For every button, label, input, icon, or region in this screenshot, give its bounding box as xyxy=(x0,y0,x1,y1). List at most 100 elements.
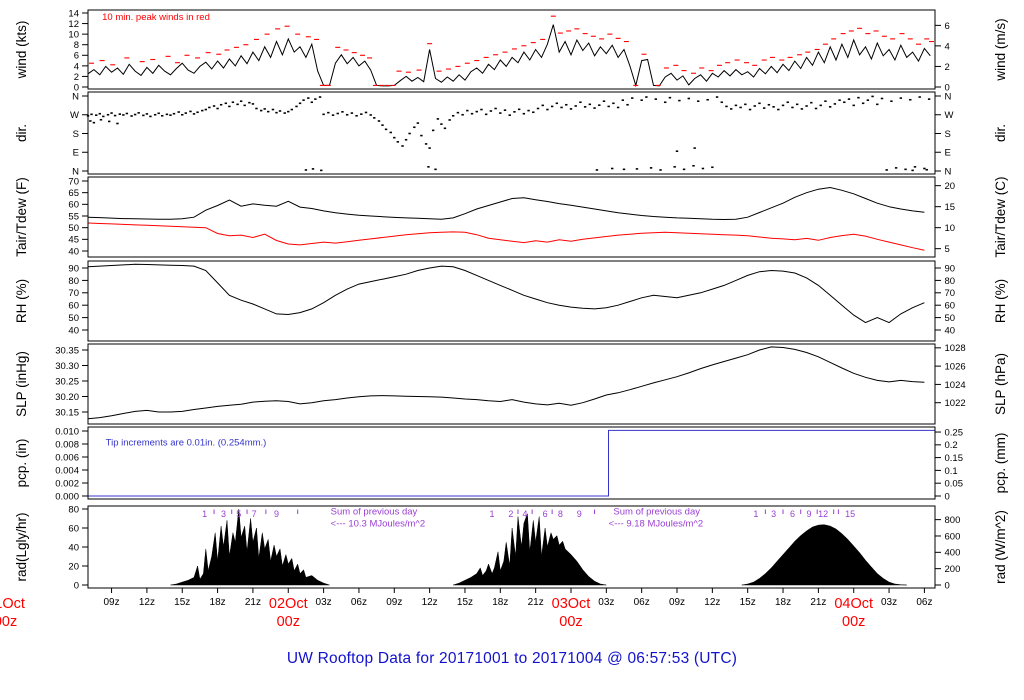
date-label: 00z xyxy=(277,614,300,630)
y-tick-label: 40 xyxy=(68,246,79,257)
y-tick-label: 5 xyxy=(945,244,950,255)
tdew-line xyxy=(87,222,925,251)
annotation-text: <--- 10.3 MJoules/m^2 xyxy=(331,519,425,530)
annotation-text: 10 min. peak winds in red xyxy=(102,12,210,23)
x-tick-label: 15z xyxy=(740,597,756,608)
y-tick-label: 60 xyxy=(68,301,79,312)
avg-wind-line xyxy=(87,24,931,88)
panel-frame xyxy=(87,91,936,175)
y-tick-label: 4 xyxy=(74,61,79,72)
x-tick-label: 03z xyxy=(316,597,332,608)
y-tick-label: 0 xyxy=(74,580,79,591)
y-tick-label: 65 xyxy=(68,188,79,199)
y-tick-label: 1024 xyxy=(945,380,966,391)
y-tick-label: 60 xyxy=(945,301,956,312)
y-tick-label: S xyxy=(945,129,951,140)
x-tick-label: 15z xyxy=(174,597,190,608)
wind-direction-points xyxy=(86,95,931,172)
y-tick-label: 0.004 xyxy=(55,465,79,476)
date-label: 03Oct xyxy=(552,596,591,612)
y-tick-label: 10 xyxy=(68,30,79,41)
axis-label-left: SLP (inHg) xyxy=(14,351,29,417)
date-label: 02Oct xyxy=(269,596,308,612)
x-tick-label: 21z xyxy=(528,597,544,608)
x-tick-label: 12z xyxy=(422,597,438,608)
panel-frame xyxy=(87,9,936,90)
y-tick-label: 8 xyxy=(74,40,79,51)
y-tick-label: 0.006 xyxy=(55,452,79,463)
peak-wind-dashes xyxy=(89,15,934,86)
x-tick-label: 03z xyxy=(881,597,897,608)
annotation-text: Tip increments are 0.01in. (0.254mm.) xyxy=(106,437,267,448)
y-tick-label: 80 xyxy=(68,276,79,287)
y-tick-label: 60 xyxy=(68,523,79,534)
axis-label-right: pcp. (mm) xyxy=(993,433,1008,494)
axis-label-left: RH (%) xyxy=(14,279,29,323)
x-axis: 09z 12z 15z 18z 21z 03z 06z 09z 12z 15z 18z 21z 03z 0… xyxy=(0,588,932,630)
y-tick-label: 55 xyxy=(68,211,79,222)
svg-text:9: 9 xyxy=(806,509,811,519)
y-tick-label: 0.010 xyxy=(55,426,79,437)
y-tick-label: 50 xyxy=(68,313,79,324)
svg-text:1: 1 xyxy=(202,509,207,519)
panel-frame xyxy=(87,260,936,342)
x-tick-label: 12z xyxy=(139,597,155,608)
rad-day2-fill xyxy=(453,513,607,586)
y-tick-label: E xyxy=(73,148,79,159)
y-tick-label: 40 xyxy=(68,325,79,336)
svg-text:3: 3 xyxy=(221,509,226,519)
y-tick-label: 0.008 xyxy=(55,439,79,450)
y-tick-label: 30.35 xyxy=(55,345,79,356)
x-tick-label: 09z xyxy=(669,597,685,608)
y-tick-label: 40 xyxy=(945,325,956,336)
y-tick-label: 1026 xyxy=(945,362,966,373)
y-tick-label: 50 xyxy=(68,223,79,234)
axis-label-right: dir. xyxy=(993,124,1008,142)
y-tick-label: 80 xyxy=(945,276,956,287)
date-label: 00z xyxy=(559,614,582,630)
panel-slp: 30.35 30.30 30.25 30.20 30.15 1028 1026 1024 102… xyxy=(14,343,1008,425)
x-tick-label: 09z xyxy=(103,597,119,608)
panel-frame xyxy=(87,343,936,425)
svg-text:2: 2 xyxy=(508,509,513,519)
svg-text:6: 6 xyxy=(790,509,795,519)
y-tick-label: N xyxy=(945,91,952,102)
svg-text:1: 1 xyxy=(753,509,758,519)
y-tick-label: 2 xyxy=(74,72,79,83)
y-tick-label: 12 xyxy=(68,19,79,30)
x-tick-label: 09z xyxy=(386,597,402,608)
y-tick-label: 0.05 xyxy=(945,479,964,490)
x-tick-label: 18z xyxy=(492,597,508,608)
y-tick-label: 40 xyxy=(68,542,79,553)
x-tick-label: 21z xyxy=(245,597,261,608)
y-tick-label: 0.25 xyxy=(945,427,964,438)
y-tick-label: W xyxy=(70,110,79,121)
y-tick-label: 70 xyxy=(945,288,956,299)
y-tick-label: 0 xyxy=(74,82,79,93)
y-tick-label: 400 xyxy=(945,548,961,559)
y-tick-label: W xyxy=(945,110,954,121)
x-tick-label: 18z xyxy=(210,597,226,608)
y-tick-label: 10 xyxy=(945,223,956,234)
y-tick-label: 60 xyxy=(68,200,79,211)
y-tick-label: N xyxy=(72,91,79,102)
annotation-text: Sum of previous day xyxy=(331,507,418,518)
y-tick-label: 90 xyxy=(945,263,956,274)
axis-label-right: SLP (hPa) xyxy=(993,353,1008,415)
y-tick-label: 80 xyxy=(68,504,79,515)
chart-title: UW Rooftop Data for 20171001 to 20171004… xyxy=(286,650,738,667)
y-tick-label: 70 xyxy=(68,176,79,187)
date-label: 00z xyxy=(842,614,865,630)
y-tick-label: 1028 xyxy=(945,343,966,354)
y-tick-label: 6 xyxy=(74,51,79,62)
panel-pcp: 0.010 0.008 0.006 0.004 0.002 0.000 0.25 0.2 0.1… xyxy=(14,426,1008,502)
svg-text:1: 1 xyxy=(490,509,495,519)
y-tick-label: 0.000 xyxy=(55,491,79,502)
y-tick-label: 30.30 xyxy=(55,361,79,372)
axis-label-left: Tair/Tdew (F) xyxy=(14,177,29,257)
svg-text:15: 15 xyxy=(845,509,855,519)
